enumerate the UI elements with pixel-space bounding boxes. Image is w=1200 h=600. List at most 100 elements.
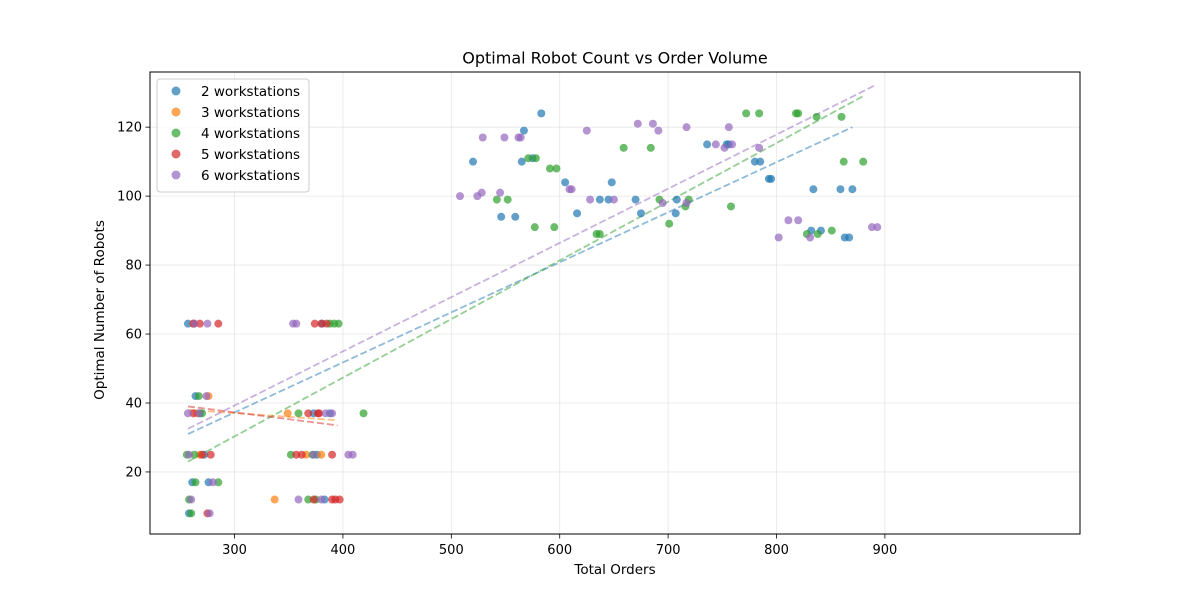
point-6-workstations bbox=[183, 409, 192, 418]
point-2-workstations bbox=[637, 209, 646, 218]
point-6-workstations bbox=[348, 450, 357, 459]
x-tick-label: 400 bbox=[331, 543, 356, 558]
point-2-workstations bbox=[537, 109, 546, 118]
point-6-workstations bbox=[187, 495, 196, 504]
point-2-workstations bbox=[517, 157, 526, 166]
point-6-workstations bbox=[202, 392, 211, 401]
legend-label-3-workstations: 3 workstations bbox=[201, 105, 300, 121]
chart-title: Optimal Robot Count vs Order Volume bbox=[462, 49, 767, 68]
x-tick-label: 800 bbox=[764, 543, 789, 558]
legend-label-2-workstations: 2 workstations bbox=[201, 84, 300, 100]
point-4-workstations bbox=[839, 157, 848, 166]
point-4-workstations bbox=[530, 223, 539, 232]
trend-lines bbox=[187, 84, 875, 463]
point-6-workstations bbox=[633, 119, 642, 128]
legend-label-5-workstations: 5 workstations bbox=[201, 147, 300, 163]
point-4-workstations bbox=[794, 109, 803, 118]
point-6-workstations bbox=[586, 195, 595, 204]
point-4-workstations bbox=[837, 112, 846, 121]
point-5-workstations bbox=[198, 450, 207, 459]
point-6-workstations bbox=[873, 223, 882, 232]
point-6-workstations bbox=[794, 216, 803, 225]
x-tick-label: 300 bbox=[222, 543, 247, 558]
point-6-workstations bbox=[205, 509, 214, 518]
point-6-workstations bbox=[500, 133, 509, 142]
point-5-workstations bbox=[335, 495, 344, 504]
point-6-workstations bbox=[516, 133, 525, 142]
trend-line-6-workstations bbox=[187, 84, 875, 430]
point-6-workstations bbox=[194, 409, 203, 418]
y-tick-label: 120 bbox=[117, 121, 142, 136]
point-6-workstations bbox=[478, 133, 487, 142]
point-2-workstations bbox=[809, 185, 818, 194]
legend-marker-3-workstations bbox=[171, 107, 181, 117]
point-6-workstations bbox=[203, 319, 212, 328]
point-2-workstations bbox=[595, 195, 604, 204]
point-6-workstations bbox=[321, 409, 330, 418]
point-2-workstations bbox=[469, 157, 478, 166]
point-6-workstations bbox=[755, 143, 764, 152]
legend-box bbox=[156, 78, 310, 193]
legend-marker-4-workstations bbox=[171, 128, 181, 138]
point-5-workstations bbox=[214, 319, 223, 328]
legend-label-6-workstations: 6 workstations bbox=[201, 168, 300, 184]
point-4-workstations bbox=[187, 509, 196, 518]
point-6-workstations bbox=[317, 495, 326, 504]
y-tick-label: 80 bbox=[125, 259, 142, 274]
point-6-workstations bbox=[567, 185, 576, 194]
point-6-workstations bbox=[724, 123, 733, 132]
point-4-workstations bbox=[503, 195, 512, 204]
y-tick-label: 60 bbox=[125, 328, 142, 343]
point-5-workstations bbox=[304, 409, 313, 418]
point-4-workstations bbox=[859, 157, 868, 166]
point-4-workstations bbox=[294, 409, 303, 418]
point-4-workstations bbox=[812, 112, 821, 121]
point-6-workstations bbox=[496, 188, 505, 197]
point-6-workstations bbox=[292, 319, 301, 328]
legend-marker-6-workstations bbox=[171, 170, 181, 180]
x-tick-label: 600 bbox=[547, 543, 572, 558]
legend-label-4-workstations: 4 workstations bbox=[201, 126, 300, 142]
point-6-workstations bbox=[294, 495, 303, 504]
point-3-workstations bbox=[283, 409, 292, 418]
point-3-workstations bbox=[317, 450, 326, 459]
point-2-workstations bbox=[756, 157, 765, 166]
y-tick-label: 100 bbox=[117, 190, 142, 205]
point-6-workstations bbox=[654, 126, 663, 135]
point-2-workstations bbox=[672, 195, 681, 204]
point-4-workstations bbox=[827, 226, 836, 235]
x-axis-label: Total Orders bbox=[573, 562, 655, 578]
point-5-workstations bbox=[328, 450, 337, 459]
point-4-workstations bbox=[531, 154, 540, 163]
trend-line-4-workstations bbox=[187, 95, 864, 463]
point-2-workstations bbox=[519, 126, 528, 135]
point-2-workstations bbox=[836, 185, 845, 194]
point-6-workstations bbox=[190, 319, 199, 328]
point-6-workstations bbox=[208, 478, 217, 487]
legend-marker-2-workstations bbox=[171, 86, 181, 96]
point-4-workstations bbox=[665, 219, 674, 228]
point-4-workstations bbox=[492, 195, 501, 204]
point-6-workstations bbox=[582, 126, 591, 135]
point-4-workstations bbox=[726, 202, 735, 211]
point-4-workstations bbox=[742, 109, 751, 118]
point-4-workstations bbox=[550, 223, 559, 232]
point-4-workstations bbox=[359, 409, 368, 418]
point-5-workstations bbox=[315, 409, 324, 418]
y-axis-label: Optimal Number of Robots bbox=[92, 220, 108, 400]
point-6-workstations bbox=[711, 140, 720, 149]
point-6-workstations bbox=[806, 233, 815, 242]
point-6-workstations bbox=[328, 409, 337, 418]
trend-line-2-workstations bbox=[187, 126, 853, 435]
point-3-workstations bbox=[270, 495, 279, 504]
point-5-workstations bbox=[310, 319, 319, 328]
point-4-workstations bbox=[194, 392, 203, 401]
point-2-workstations bbox=[848, 185, 857, 194]
point-6-workstations bbox=[728, 140, 737, 149]
point-6-workstations bbox=[774, 233, 783, 242]
legend-marker-5-workstations bbox=[171, 149, 181, 159]
point-2-workstations bbox=[767, 174, 776, 183]
point-4-workstations bbox=[813, 230, 822, 239]
point-4-workstations bbox=[524, 154, 533, 163]
